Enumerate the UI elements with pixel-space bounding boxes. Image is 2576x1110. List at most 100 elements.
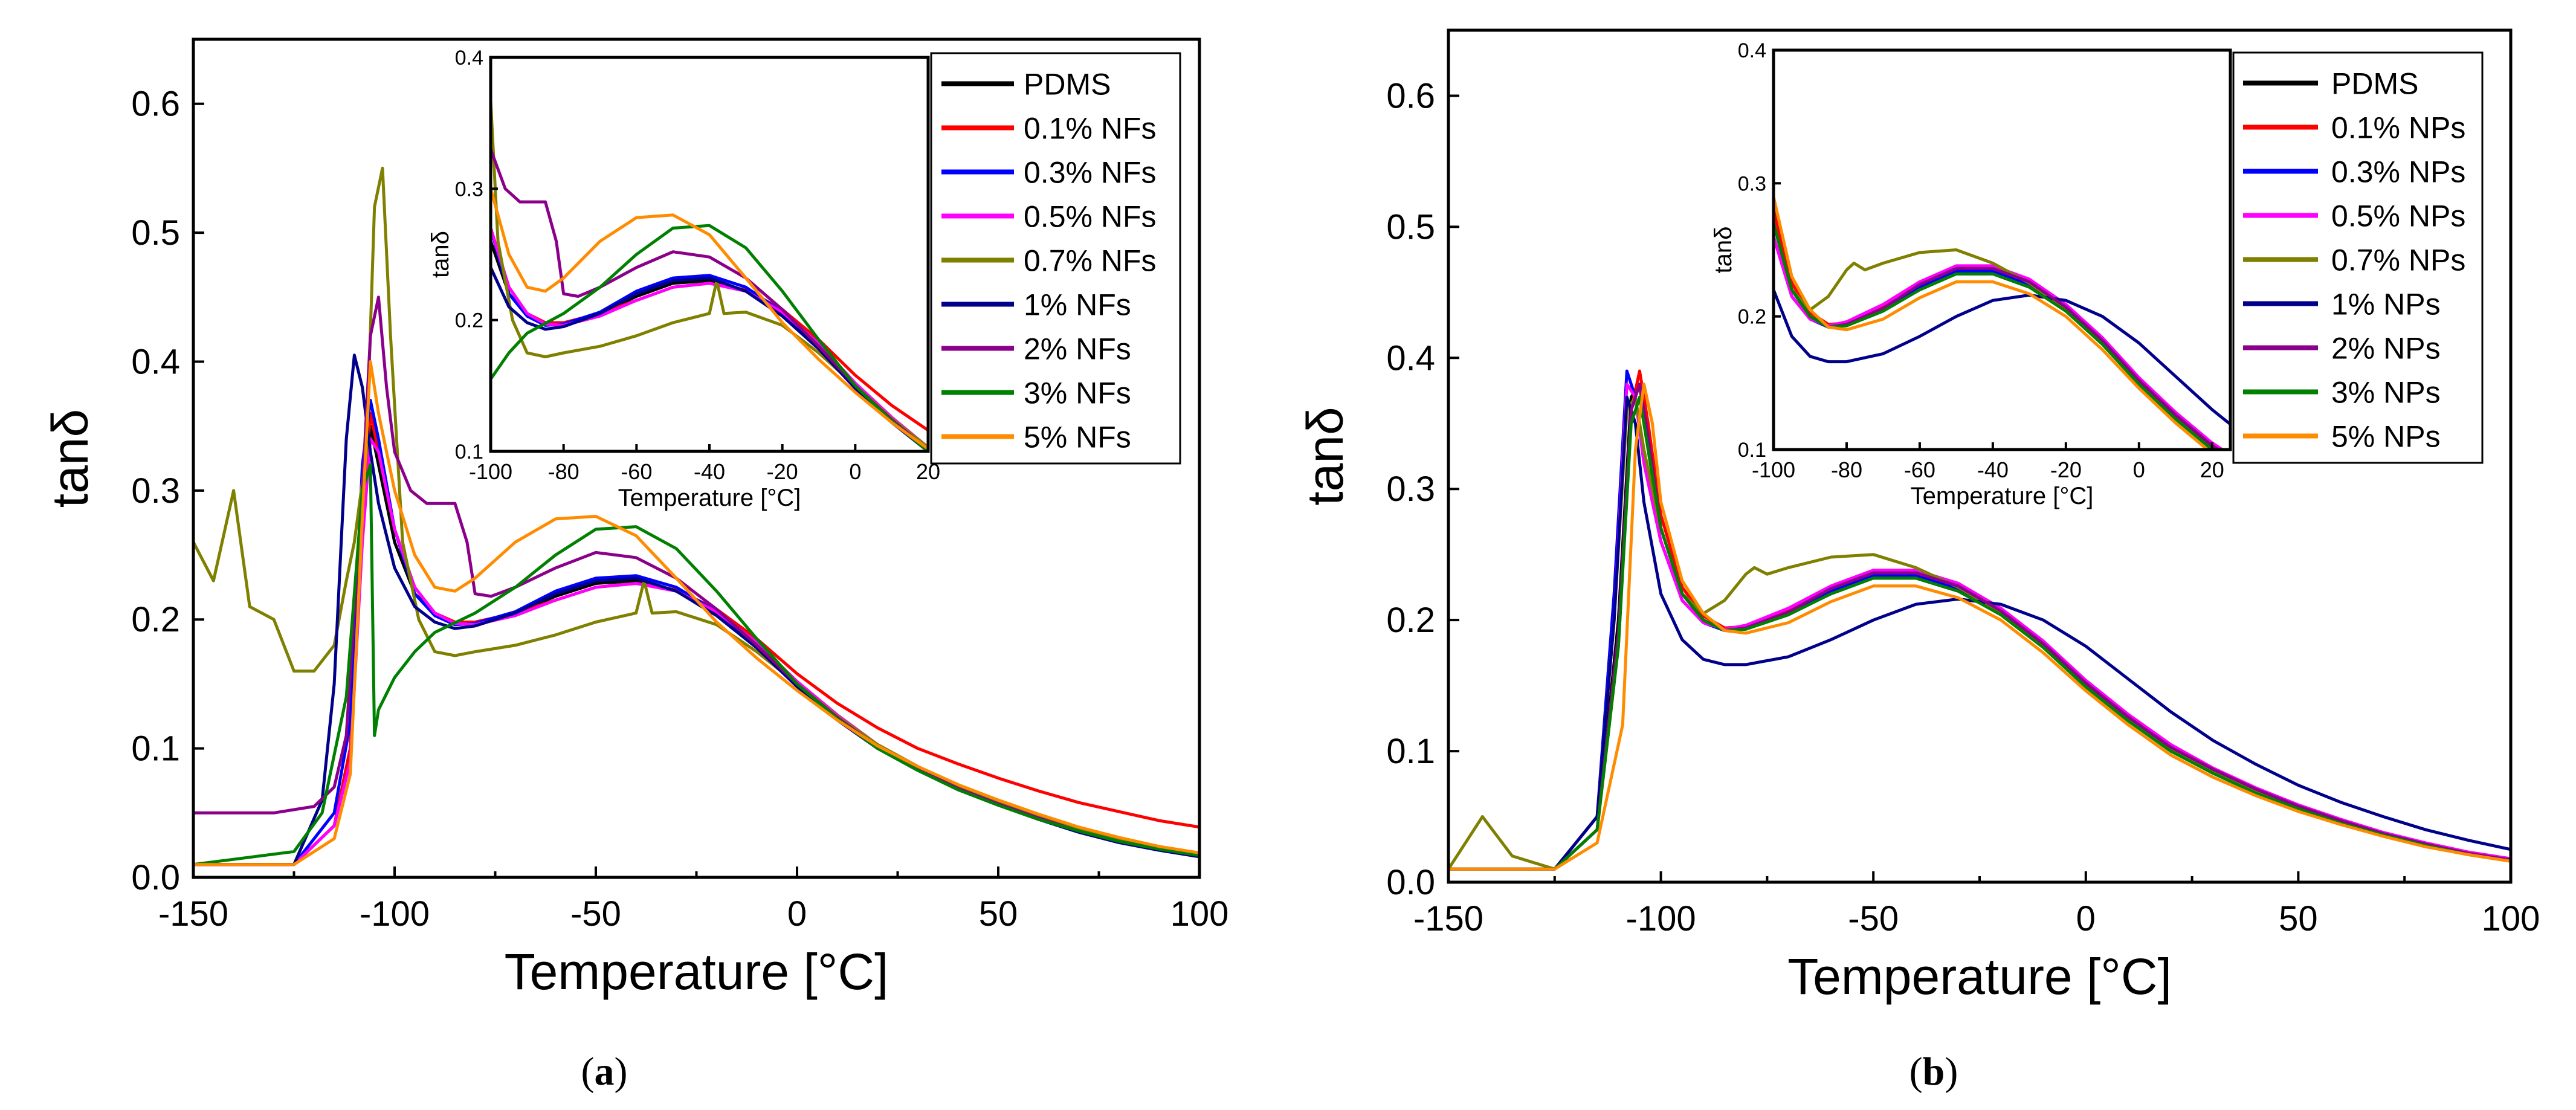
inset-series-line-6 [1774,210,2222,450]
series-line-8 [193,360,1199,866]
legend-label-6: 2% NFs [1024,332,1131,366]
inset-x-tick-label-6: 20 [2200,457,2224,482]
legend-label-4: 0.7% NFs [1024,244,1157,278]
y-tick-label-4: 0.4 [131,342,180,381]
inset-x-tick-label-2: -60 [1904,457,1935,482]
x-axis-title: Temperature [°C] [1787,948,2172,1005]
inset-y-tick-label-2: 0.3 [1738,172,1766,195]
legend-label-7: 3% NFs [1024,376,1131,410]
legend-label-5: 1% NFs [1024,288,1131,322]
x-tick-label-1: -100 [360,894,430,934]
inset-series-line-5 [1774,280,2230,427]
x-tick-label-5: 100 [1170,894,1229,934]
inset-x-tick-label-0: -100 [1752,457,1795,482]
series-line-6 [1448,382,2511,871]
inset-x-tick-label-2: -60 [621,459,652,484]
caption-open-paren: ( [1909,1050,1923,1094]
inset-series-line-2 [491,218,928,451]
inset-series-group [491,71,928,451]
series-group [193,166,1199,866]
inset-series-line-4 [1774,215,2219,450]
panel-caption: (b) [1909,1050,1958,1094]
legend-label-2: 0.3% NPs [2331,155,2465,189]
inset-x-tick-label-4: -20 [767,459,798,484]
y-tick-label-3: 0.3 [1386,469,1435,509]
legend-label-0: PDMS [1024,68,1111,102]
panel-b: -150 -100 -50 0 50 100 0.0 0.1 0.2 0.3 0.4 0.5 0.6 Te… [1297,28,2540,1094]
inset-x-tick-label-3: -40 [694,459,725,484]
legend-label-0: PDMS [2331,67,2418,101]
y-axis-title: tanδ [1297,407,1354,506]
legend-label-5: 1% NPs [2331,288,2441,321]
legend-label-3: 0.5% NFs [1024,200,1157,234]
x-tick-label-5: 100 [2482,899,2540,938]
y-tick-label-5: 0.5 [131,213,180,253]
legend-label-8: 5% NFs [1024,421,1131,454]
legend-label-1: 0.1% NFs [1024,112,1157,146]
inset-x-tick-label-0: -100 [469,459,512,484]
inset-frame [1772,48,2232,451]
inset-series-line-6 [491,135,928,451]
legend-label-4: 0.7% NPs [2331,244,2465,277]
inset-series-line-0 [491,233,928,451]
inset-y-tick-label-0: 0.1 [1738,439,1766,462]
inset-x-tick-label-5: 0 [849,459,861,484]
legend-label-6: 2% NPs [2331,332,2441,366]
inset-y-tick-label-3: 0.4 [455,47,483,69]
y-tick-label-1: 0.1 [131,729,180,769]
x-tick-label-3: 0 [787,894,807,934]
inset-x-axis-title: Temperature [°C] [618,485,801,511]
inset-series-line-3 [1774,228,2226,450]
inset-x-tick-label-1: -80 [548,459,579,484]
x-tick-label-2: -50 [570,894,621,934]
legend-label-2: 0.3% NFs [1024,156,1157,190]
y-tick-label-0: 0.0 [131,858,180,897]
inset-y-tick-label-1: 0.2 [1738,306,1766,329]
y-tick-label-4: 0.4 [1386,338,1435,378]
inset-y-axis-title: tanδ [1710,227,1737,274]
inset-series-line-5 [491,260,928,451]
y-tick-label-5: 0.5 [1386,207,1435,247]
caption-close-paren: ) [1945,1050,1958,1094]
y-tick-label-1: 0.1 [1386,732,1435,771]
inset-y-axis-title: tanδ [427,231,454,278]
inset-y-tick-label-0: 0.1 [455,440,483,463]
inset-x-tick-label-5: 0 [2133,457,2145,482]
x-axis-title: Temperature [°C] [505,943,889,1000]
inset-series-line-3 [491,219,928,450]
inset-plot: -100 -80 -60 -40 -20 0 200.10.20.30.4Temperatu… [427,47,940,511]
y-tick-label-6: 0.6 [131,85,180,124]
caption-panel-letter: b [1923,1050,1945,1094]
inset-series-line-8 [1774,179,2210,450]
inset-series-group [1774,179,2230,450]
x-tick-label-3: 0 [2076,899,2096,938]
caption-panel-letter: a [595,1050,615,1094]
inset-y-tick-label-2: 0.3 [455,178,483,201]
series-line-7 [1448,395,2511,871]
x-tick-label-0: -150 [1413,899,1483,938]
x-tick-label-2: -50 [1848,899,1899,938]
y-tick-label-3: 0.3 [131,471,180,511]
inset-series-line-8 [491,180,928,451]
inset-x-tick-label-4: -20 [2050,457,2082,482]
caption-open-paren: ( [581,1050,595,1094]
inset-x-axis-title: Temperature [°C] [1911,483,2094,509]
y-tick-label-2: 0.2 [1386,601,1435,640]
inset-y-tick-label-3: 0.4 [1738,39,1766,62]
inset-background [1774,50,2230,450]
x-tick-label-0: -150 [158,894,228,934]
y-tick-label-2: 0.2 [131,600,180,639]
series-group [1448,369,2511,871]
x-tick-label-4: 50 [979,894,1018,934]
inset-series-line-7 [491,224,928,451]
panel-a: -150 -100 -50 0 50 100 0.0 0.1 0.2 0.3 0.4 0.5 0.6 Te… [42,37,1229,1094]
inset-x-tick-label-3: -40 [1977,457,2009,482]
inset-series-line-2 [1774,228,2219,450]
x-tick-label-4: 50 [2279,899,2318,938]
legend-label-3: 0.5% NPs [2331,199,2465,233]
inset-plot: -100 -80 -60 -40 -20 0 200.10.20.30.4Temperatu… [1710,39,2232,509]
legend-label-1: 0.1% NPs [2331,111,2465,145]
y-tick-label-6: 0.6 [1386,76,1435,115]
series-line-7 [193,463,1199,866]
